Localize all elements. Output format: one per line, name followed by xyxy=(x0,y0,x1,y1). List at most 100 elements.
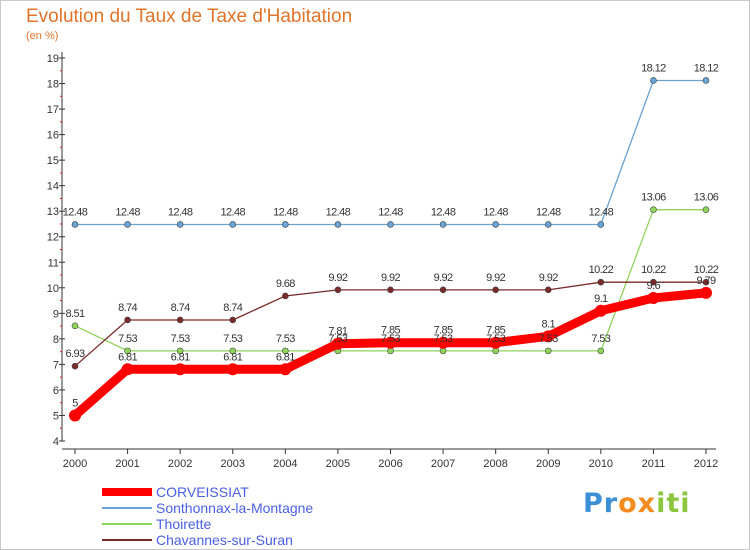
legend-swatch-corveissiat xyxy=(102,488,152,496)
data-label: 12.48 xyxy=(378,206,403,218)
data-label: 9.79 xyxy=(696,275,715,287)
data-label: 10.22 xyxy=(694,264,719,276)
y-tick-label: 15 xyxy=(47,155,59,167)
data-point xyxy=(71,362,79,370)
data-label: 9.68 xyxy=(276,278,295,290)
data-point xyxy=(387,347,394,355)
y-tick-label: 8 xyxy=(53,334,59,346)
data-point xyxy=(124,221,131,228)
data-label: 12.48 xyxy=(115,206,140,218)
data-point xyxy=(282,292,289,300)
data-point xyxy=(650,77,657,84)
data-point xyxy=(69,409,81,422)
data-point xyxy=(334,221,342,228)
data-point xyxy=(71,221,79,228)
data-point xyxy=(71,322,79,330)
data-point xyxy=(121,363,134,376)
y-tick-label: 13 xyxy=(47,206,59,218)
data-label: 9.92 xyxy=(434,272,453,284)
data-point xyxy=(702,278,710,286)
data-point xyxy=(176,347,184,355)
legend-label: Sonthonnax-la-Montagne xyxy=(156,500,314,516)
data-label: 8.74 xyxy=(171,302,190,314)
data-point xyxy=(702,77,710,84)
x-tick-label: 2001 xyxy=(115,458,139,470)
data-point xyxy=(492,286,499,294)
data-label: 12.48 xyxy=(483,206,508,218)
y-tick-label: 16 xyxy=(47,130,59,142)
data-point xyxy=(282,347,289,355)
data-label: 7.53 xyxy=(539,333,558,345)
data-label: 6.81 xyxy=(171,351,190,363)
chart-title: Evolution du Taux de Taxe d'Habitation xyxy=(26,6,353,27)
data-point xyxy=(387,221,394,228)
data-label: 6.81 xyxy=(276,351,295,363)
data-point xyxy=(492,221,499,228)
x-tick-label: 2008 xyxy=(483,458,507,470)
data-label: 7.53 xyxy=(276,333,295,345)
series-line-1 xyxy=(74,79,707,226)
data-label: 9.92 xyxy=(381,272,400,284)
legend-label: CORVEISSIAT xyxy=(156,484,249,500)
data-label: 9.92 xyxy=(539,272,558,284)
data-label: 12.48 xyxy=(273,206,298,218)
data-label: 8.1 xyxy=(542,318,556,330)
y-tick-label: 5 xyxy=(53,410,59,422)
data-point xyxy=(282,221,289,228)
data-label: 9.92 xyxy=(486,272,505,284)
y-tick-label: 18 xyxy=(47,79,59,91)
data-label: 7.53 xyxy=(434,333,453,345)
data-point xyxy=(439,347,447,355)
legend-swatch-thoirette xyxy=(102,523,152,525)
data-label: 12.48 xyxy=(589,206,614,218)
data-label: 6.81 xyxy=(223,351,242,363)
x-tick-label: 2009 xyxy=(536,458,560,470)
legend-item-sonthonnax: Sonthonnax-la-Montagne xyxy=(102,500,402,516)
y-tick-label: 14 xyxy=(47,181,59,193)
data-label: 18.12 xyxy=(694,62,719,74)
data-label: 9.1 xyxy=(594,293,608,305)
y-tick-label: 19 xyxy=(47,53,59,65)
data-label: 7.85 xyxy=(486,325,505,337)
data-point xyxy=(279,363,292,376)
data-label: 8.74 xyxy=(223,302,242,314)
data-point xyxy=(542,330,555,343)
chart-unit-label: (en %) xyxy=(26,30,59,42)
data-label: 7.53 xyxy=(223,333,242,345)
data-label: 12.48 xyxy=(220,206,245,218)
data-label: 12.48 xyxy=(326,206,351,218)
data-label: 12.48 xyxy=(536,206,561,218)
data-point xyxy=(226,363,239,376)
data-label: 9.92 xyxy=(328,272,347,284)
data-point xyxy=(597,347,605,355)
y-tick-label: 11 xyxy=(48,257,59,269)
data-point xyxy=(176,316,184,324)
data-point xyxy=(331,337,344,350)
x-tick-label: 2004 xyxy=(273,458,297,470)
x-tick-label: 2003 xyxy=(221,458,245,470)
data-label: 6.93 xyxy=(65,348,84,360)
data-point xyxy=(124,316,131,324)
x-tick-label: 2007 xyxy=(431,458,455,470)
data-point xyxy=(647,292,660,305)
y-tick-label: 10 xyxy=(47,283,59,295)
data-label: 7.85 xyxy=(381,325,400,337)
x-tick-label: 2010 xyxy=(589,458,613,470)
data-point xyxy=(229,316,237,324)
data-label: 7.53 xyxy=(118,333,137,345)
legend-swatch-sonthonnax xyxy=(102,507,152,509)
y-tick-label: 17 xyxy=(47,104,59,116)
data-point xyxy=(544,347,552,355)
data-point xyxy=(439,286,447,294)
x-tick-label: 2002 xyxy=(168,458,192,470)
data-label: 7.53 xyxy=(171,333,190,345)
data-label: 13.06 xyxy=(694,192,719,204)
data-label: 7.85 xyxy=(434,325,453,337)
legend-label: Thoirette xyxy=(156,516,212,532)
data-point xyxy=(544,221,552,228)
data-label: 18.12 xyxy=(641,62,666,74)
data-point xyxy=(594,304,607,317)
data-label: 8.74 xyxy=(118,302,137,314)
